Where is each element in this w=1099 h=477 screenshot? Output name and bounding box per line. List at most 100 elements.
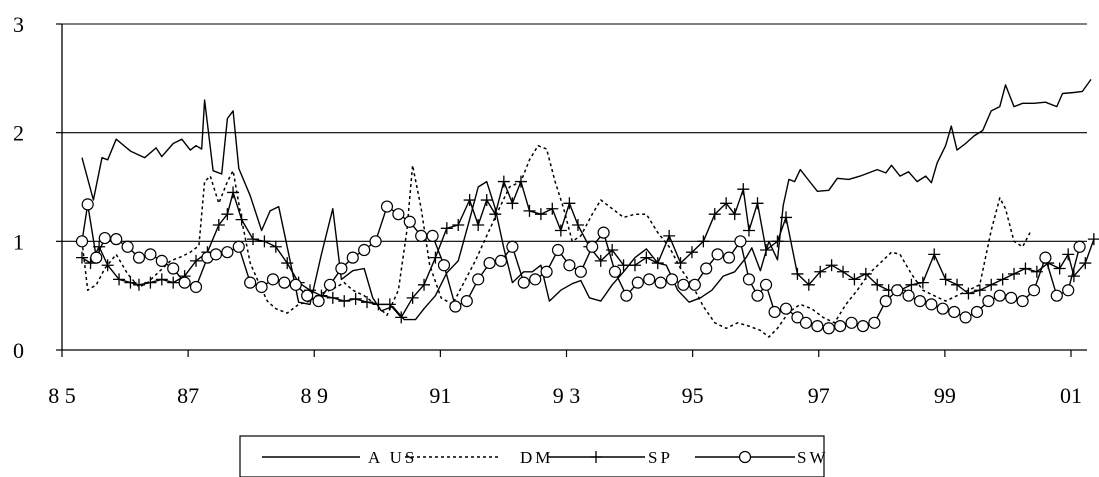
data-point — [189, 280, 203, 294]
data-point — [1053, 262, 1066, 275]
data-point — [452, 219, 465, 232]
data-point — [643, 273, 656, 286]
data-point — [737, 183, 750, 196]
data-point — [868, 316, 881, 329]
data-point — [1073, 240, 1086, 253]
data-point — [380, 200, 394, 213]
data-point — [449, 300, 462, 313]
data-point — [167, 262, 180, 275]
data-point — [426, 229, 439, 242]
data-point — [429, 251, 442, 264]
data-point — [617, 259, 630, 272]
data-point — [1050, 289, 1063, 302]
data-point — [323, 278, 337, 291]
data-point — [631, 276, 644, 289]
data-point — [759, 278, 773, 291]
data-point — [221, 208, 234, 221]
data-point — [472, 219, 485, 232]
data-point — [540, 265, 553, 278]
series-line — [81, 144, 1032, 338]
data-point — [338, 295, 351, 308]
data-point — [814, 265, 827, 278]
data-point — [711, 248, 724, 261]
data-point — [728, 208, 741, 221]
data-point — [81, 198, 94, 211]
data-point — [586, 240, 599, 253]
data-point — [178, 276, 191, 289]
series-sw — [75, 198, 1086, 335]
data-point — [913, 295, 927, 308]
data-point — [948, 305, 961, 319]
legend-marker — [738, 450, 752, 464]
data-point — [437, 259, 451, 272]
data-point — [278, 276, 291, 289]
data-point — [925, 298, 938, 311]
data-point — [358, 243, 371, 257]
data-point — [574, 265, 587, 278]
data-point — [289, 278, 302, 291]
data-point — [791, 311, 804, 324]
data-point — [822, 322, 835, 335]
data-point — [951, 278, 964, 291]
y-tick-label: 3 — [13, 12, 24, 37]
series-dm — [81, 144, 1032, 338]
data-point — [167, 276, 180, 289]
legend-label: SW — [797, 448, 829, 467]
gridlines — [62, 23, 1087, 242]
data-point — [76, 251, 88, 264]
data-point — [1062, 248, 1075, 261]
data-point — [190, 254, 203, 267]
data-point — [244, 276, 257, 289]
data-point — [928, 248, 941, 261]
data-point — [90, 251, 103, 264]
data-point — [489, 208, 502, 221]
data-point — [258, 235, 271, 248]
data-point — [523, 204, 536, 217]
data-point — [700, 262, 713, 275]
data-point — [780, 211, 793, 224]
data-point — [534, 208, 547, 221]
data-point — [301, 289, 314, 302]
data-point — [472, 273, 485, 286]
data-point — [255, 280, 268, 294]
data-point — [346, 251, 359, 264]
data-point — [75, 235, 89, 248]
data-point — [791, 267, 804, 280]
data-point — [144, 276, 157, 289]
data-point — [902, 289, 915, 302]
data-point — [871, 278, 884, 291]
x-tick-label: 97 — [808, 383, 830, 408]
data-point — [962, 287, 975, 300]
data-point — [936, 302, 949, 315]
data-point — [392, 208, 405, 221]
data-point — [720, 197, 733, 210]
data-point — [939, 273, 952, 286]
data-point — [1062, 284, 1075, 297]
data-point — [372, 298, 385, 311]
data-point — [608, 265, 622, 278]
data-point — [982, 295, 995, 308]
legend-label: A US — [368, 448, 417, 467]
data-point — [811, 319, 824, 333]
data-point — [144, 248, 157, 261]
data-point — [551, 243, 565, 257]
data-point — [985, 278, 998, 291]
data-point — [326, 291, 339, 304]
x-axis-ticks: 8 5 87 8 9 91 9 3 95 97 99 01 — [48, 350, 1082, 408]
data-point — [269, 240, 282, 253]
data-point — [460, 295, 473, 308]
data-point — [349, 292, 362, 305]
data-point — [554, 224, 567, 237]
data-point — [121, 240, 134, 253]
x-tick-label: 8 5 — [48, 383, 76, 408]
data-point — [993, 289, 1006, 302]
data-point — [708, 208, 721, 221]
data-point — [235, 213, 248, 226]
data-point — [970, 305, 984, 319]
data-point — [751, 197, 764, 210]
data-point — [406, 291, 419, 304]
data-point — [685, 246, 698, 259]
data-point — [1008, 267, 1021, 280]
data-point — [734, 235, 747, 248]
data-point — [665, 273, 679, 286]
